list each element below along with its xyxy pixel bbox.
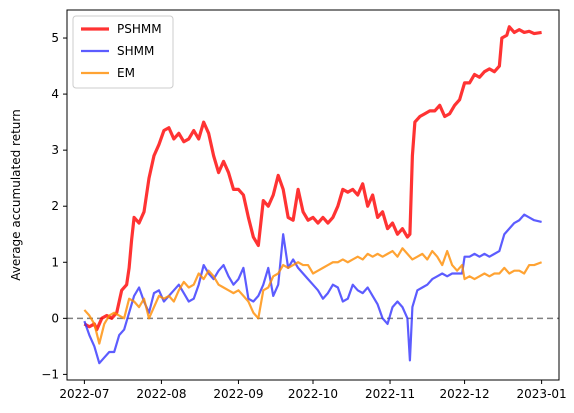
x-tick-label: 2022-10 xyxy=(288,387,338,401)
y-tick-label: 2 xyxy=(51,199,59,213)
legend-label-em: EM xyxy=(117,66,135,80)
y-axis-title: Average accumulated return xyxy=(9,109,23,280)
x-tick-label: 2022-11 xyxy=(365,387,415,401)
x-tick-label: 2022-08 xyxy=(136,387,186,401)
y-axis: −1 0 1 2 3 4 5 xyxy=(41,31,67,381)
series-line-pshmm xyxy=(83,25,542,332)
y-tick-label: −1 xyxy=(41,367,59,381)
legend-box xyxy=(72,15,174,89)
y-tick-label: 1 xyxy=(51,255,59,269)
plot-area xyxy=(66,9,560,381)
legend: PSHMM SHMM EM xyxy=(72,15,174,89)
series-layer xyxy=(83,25,542,365)
legend-label-pshmm: PSHMM xyxy=(117,22,162,36)
series-line-em xyxy=(83,247,542,345)
legend-label-shmm: SHMM xyxy=(117,44,154,58)
x-tick-label: 2022-12 xyxy=(440,387,490,401)
y-tick-label: 0 xyxy=(51,311,59,325)
x-tick-label: 2023-01 xyxy=(517,387,567,401)
x-tick-label: 2022-09 xyxy=(213,387,263,401)
y-tick-label: 4 xyxy=(51,87,59,101)
series-line-shmm xyxy=(83,213,542,365)
x-axis: 2022-07 2022-08 2022-09 2022-10 2022-11 2022-… xyxy=(59,380,567,401)
y-tick-label: 3 xyxy=(51,143,59,157)
y-tick-label: 5 xyxy=(51,31,59,45)
x-tick-label: 2022-07 xyxy=(59,387,109,401)
